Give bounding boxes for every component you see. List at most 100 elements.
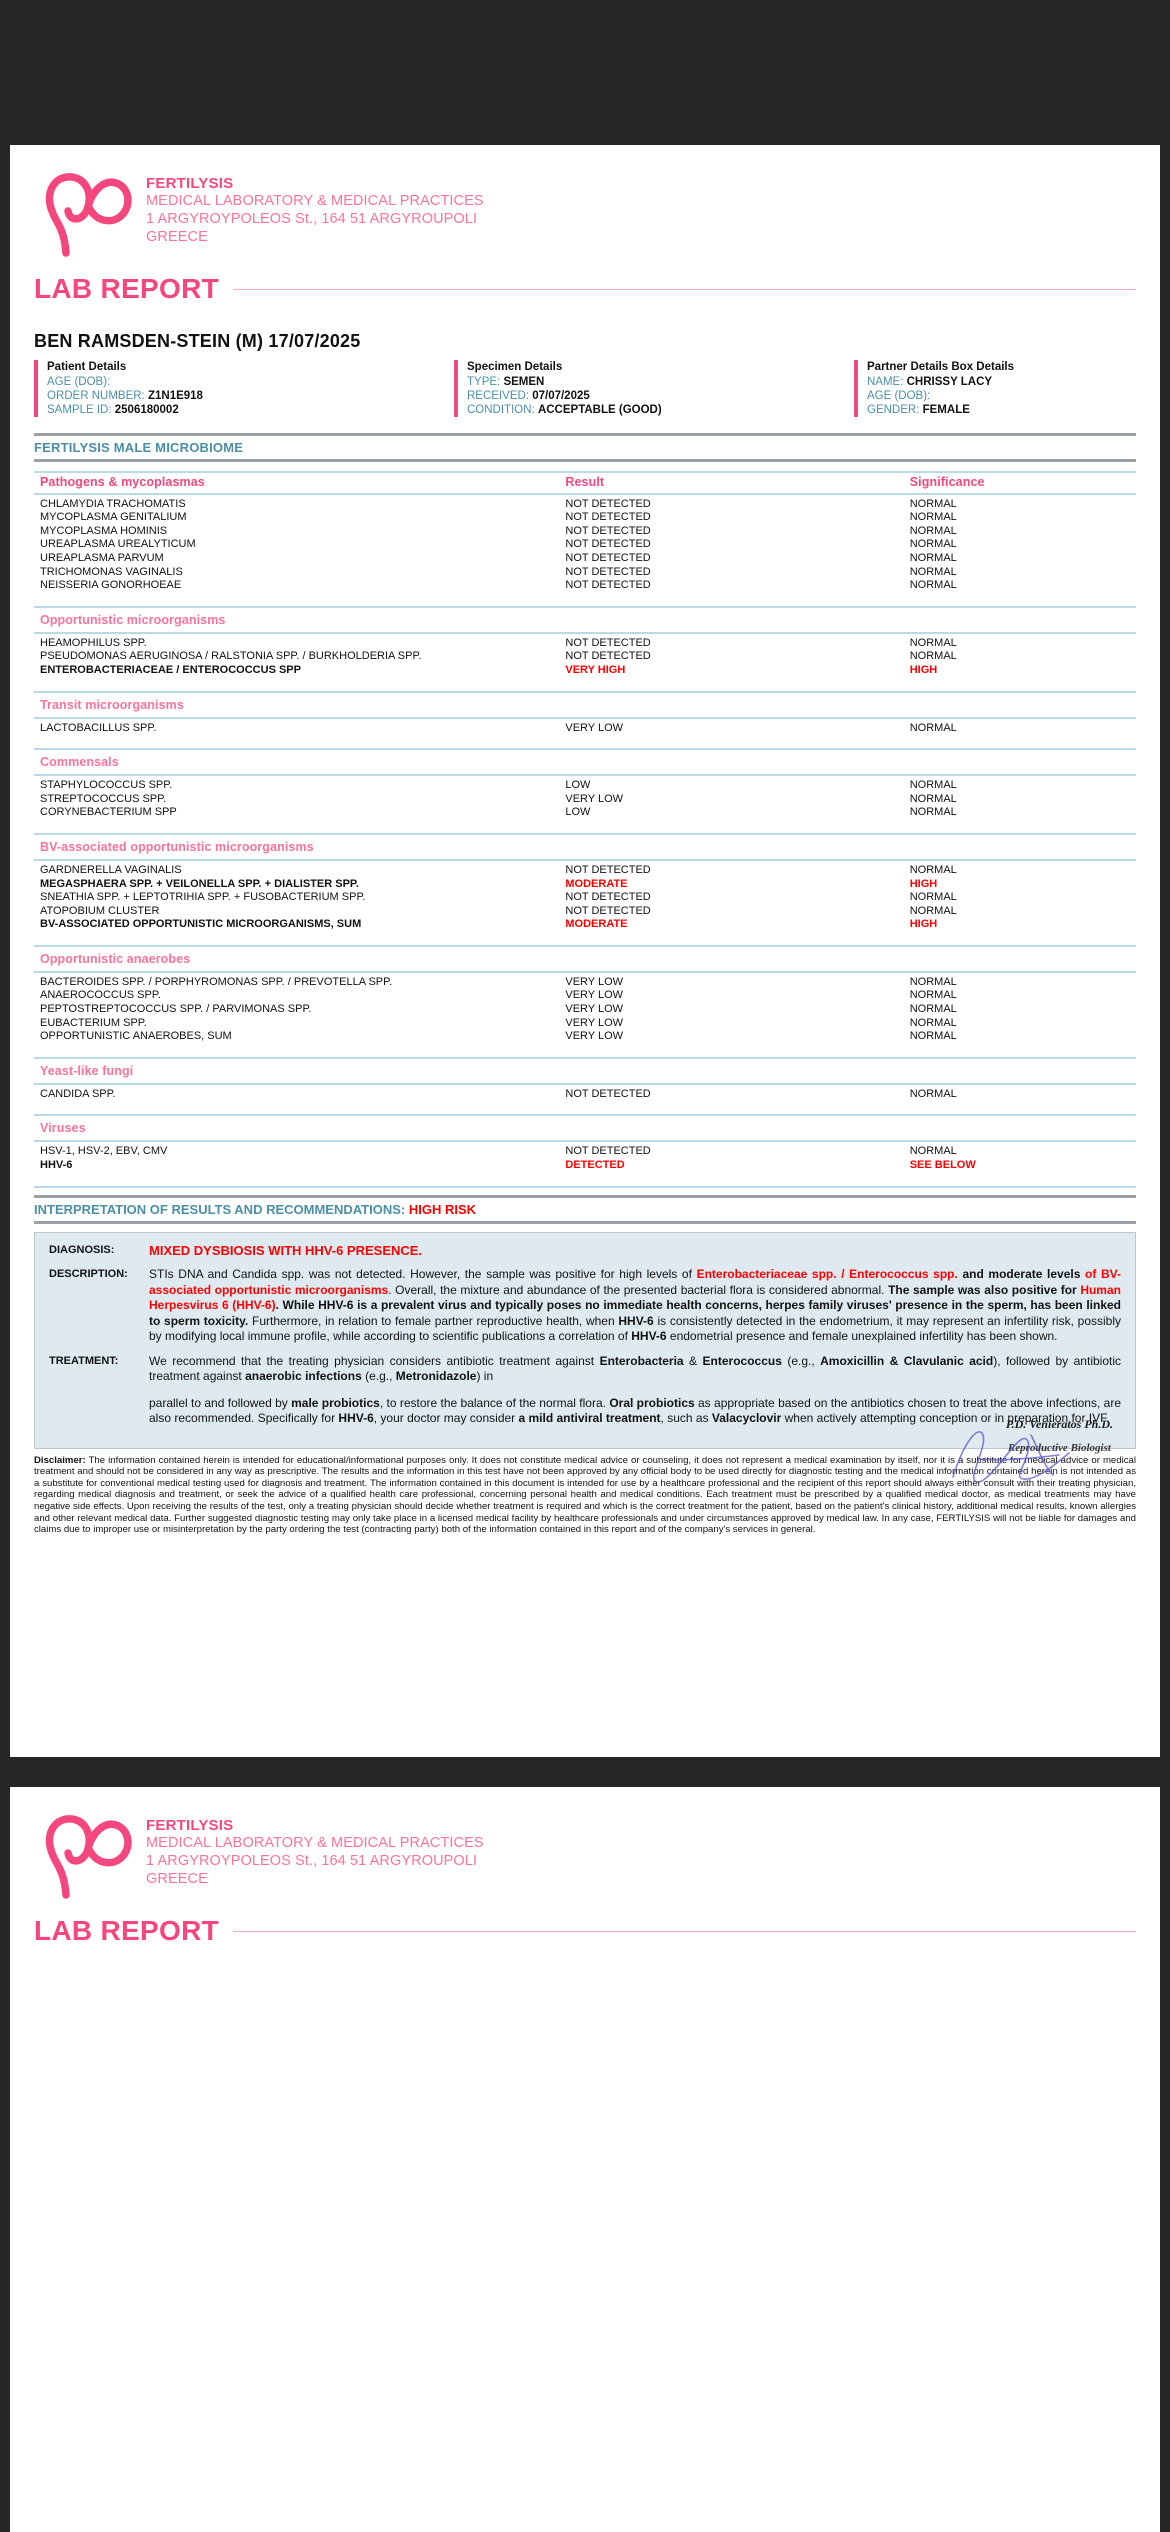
text-fragment: Enterococcus — [702, 1353, 782, 1368]
table-row: UREAPLASMA PARVUM NOT DETECTED NORMAL — [34, 552, 1136, 566]
table-rule — [34, 1140, 1136, 1143]
table-row: CHLAMYDIA TRACHOMATIS NOT DETECTED NORMAL — [34, 498, 1136, 512]
signature-role: Reproductive Biologist — [1007, 1441, 1111, 1454]
table-row: HEAMOPHILUS SPP. NOT DETECTED NORMAL — [34, 637, 1136, 651]
report-header-page2: FERTILYSIS MEDICAL LABORATORY & MEDICAL … — [10, 1787, 1160, 1903]
cell-result: NOT DETECTED — [565, 579, 651, 592]
interpretation-bar: INTERPRETATION OF RESULTS AND RECOMMENDA… — [34, 1194, 1136, 1224]
cell-significance: NORMAL — [909, 511, 957, 524]
partner-gender-label: GENDER: — [867, 404, 920, 416]
text-fragment: anaerobic infections — [245, 1369, 362, 1384]
cell-significance: NORMAL — [909, 891, 957, 904]
text-fragment: . Overall, the mixture and abundance of … — [388, 1282, 889, 1297]
table-rule — [34, 1114, 1136, 1117]
specimen-condition-value: ACCEPTABLE (GOOD) — [537, 404, 662, 416]
disclaimer-text: Disclaimer: The information contained he… — [34, 1455, 1136, 1536]
table-row: ANAEROCOCCUS SPP. VERY LOW NORMAL — [34, 989, 1136, 1003]
table-row: OPPORTUNISTIC ANAEROBES, SUM VERY LOW NORM… — [34, 1030, 1136, 1044]
cell-organism: MYCOPLASMA GENITALIUM — [40, 511, 187, 524]
table-row: TRICHOMONAS VAGINALIS NOT DETECTED NORMAL — [34, 566, 1136, 580]
table-row: HHV-6 DETECTED SEE BELOW — [34, 1159, 1136, 1173]
cell-result: NOT DETECTED — [565, 904, 651, 917]
treatment-text: We recommend that the treating physician… — [149, 1354, 1121, 1427]
signature-name: P.D. Venieratos Ph.D. — [1005, 1416, 1113, 1431]
table-row: UREAPLASMA UREALYTICUM NOT DETECTED NORMAL — [34, 538, 1136, 552]
cell-result: VERY LOW — [565, 1016, 624, 1029]
cell-organism: ENTEROBACTERIACEAE / ENTEROCOCCUS SPP — [40, 663, 301, 676]
brand-block-page2: FERTILYSIS MEDICAL LABORATORY & MEDICAL … — [146, 1807, 484, 1888]
patient-name-heading: BEN RAMSDEN-STEIN (M) 17/07/2025 — [34, 331, 361, 351]
col-header-result: Result — [565, 475, 605, 489]
cell-organism: STREPTOCOCCUS SPP. — [40, 792, 167, 805]
cell-significance: NORMAL — [909, 538, 957, 551]
table-group-title: Commensals — [40, 755, 119, 770]
cell-significance: NORMAL — [909, 650, 957, 663]
section-rule-bottom — [34, 459, 1136, 462]
table-row: SNEATHIA SPP. + LEPTOTRIHIA SPP. + FUSOB… — [34, 891, 1136, 905]
text-fragment: male probiotics — [291, 1395, 380, 1410]
cell-result: NOT DETECTED — [565, 497, 651, 510]
patient-order-label: ORDER NUMBER: — [47, 390, 145, 402]
specimen-condition-line: CONDITION: ACCEPTABLE (GOOD) — [467, 403, 854, 417]
diagnosis-text: MIXED DYSBIOSIS WITH HHV-6 PRESENCE. — [149, 1242, 423, 1258]
cell-organism: UREAPLASMA UREALYTICUM — [40, 538, 196, 551]
cell-significance: HIGH — [909, 877, 938, 890]
table-rule — [34, 631, 1136, 634]
patient-details-box: Patient Details AGE (DOB): ORDER NUMBER:… — [34, 360, 454, 417]
text-fragment: Human Herpesvirus 6 (HHV-6) — [149, 1282, 1121, 1313]
treatment-paragraph-2: parallel to and followed by male probiot… — [149, 1396, 1121, 1427]
table-group-rows: GARDNERELLA VAGINALIS NOT DETECTED NORMAL M… — [34, 861, 1136, 936]
cell-significance: NORMAL — [909, 524, 957, 537]
cell-organism: GARDNERELLA VAGINALIS — [40, 863, 182, 876]
text-fragment: ), followed by antibiotic treatment agai… — [149, 1353, 1121, 1384]
specimen-details-box: Specimen Details TYPE: SEMEN RECEIVED: 0… — [454, 360, 854, 417]
cell-significance: NORMAL — [909, 1016, 957, 1029]
lab-report-title: LAB REPORT — [34, 273, 219, 304]
cell-significance: NORMAL — [909, 806, 957, 819]
text-fragment: ) in — [476, 1369, 494, 1384]
title-divider — [233, 1930, 1136, 1932]
table-group-rows: LACTOBACILLUS SPP. VERY LOW NORMAL — [34, 719, 1136, 740]
cell-result: VERY LOW — [565, 1030, 624, 1043]
specimen-details-title: Specimen Details — [467, 361, 563, 373]
fertilysis-logo-icon — [45, 1815, 132, 1899]
cell-significance: HIGH — [909, 918, 938, 931]
cell-result: DETECTED — [565, 1159, 625, 1172]
table-group-title: Viruses — [40, 1121, 86, 1136]
cell-result: NOT DETECTED — [565, 1087, 651, 1100]
partner-age-line: AGE (DOB): — [867, 389, 1134, 403]
lab-report-title-row-page2: LAB REPORT — [10, 1903, 1160, 1947]
cell-significance: NORMAL — [909, 497, 957, 510]
text-fragment: is consistently detected in the endometr… — [149, 1313, 1122, 1344]
text-fragment: , to restore the balance of the normal f… — [379, 1395, 610, 1410]
table-rule — [34, 858, 1136, 861]
partner-age-label: AGE (DOB): — [867, 390, 931, 402]
table-row: MEGASPHAERA SPP. + VEILONELLA SPP. + DIA… — [34, 878, 1136, 892]
brand-block: FERTILYSIS MEDICAL LABORATORY & MEDICAL … — [146, 165, 484, 246]
interpretation-panel: DIAGNOSIS: MIXED DYSBIOSIS WITH HHV-6 PR… — [34, 1231, 1136, 1483]
cell-result: NOT DETECTED — [565, 636, 651, 649]
table-rule — [34, 944, 1136, 947]
table-rule — [34, 605, 1136, 608]
report-page-1: FERTILYSIS MEDICAL LABORATORY & MEDICAL … — [10, 145, 1160, 1757]
brand-name: FERTILYSIS — [146, 1817, 234, 1834]
disclaimer-label: Disclaimer: — [34, 1454, 86, 1466]
patient-details-title: Patient Details — [47, 361, 127, 373]
cell-organism: NEISSERIA GONORHOEAE — [40, 579, 182, 592]
cell-result: NOT DETECTED — [565, 524, 651, 537]
report-header: FERTILYSIS MEDICAL LABORATORY & MEDICAL … — [10, 145, 1160, 261]
brand-line-3: GREECE — [146, 1871, 208, 1887]
text-fragment: (e.g., — [361, 1369, 396, 1384]
table-row: MYCOPLASMA GENITALIUM NOT DETECTED NORMAL — [34, 511, 1136, 525]
treatment-row: TREATMENT: We recommend that the treatin… — [49, 1354, 1121, 1427]
microbiome-panel-title: FERTILYSIS MALE MICROBIOME — [34, 440, 244, 455]
patient-sample-value: 2506180002 — [114, 404, 179, 416]
table-group-title: Opportunistic microorganisms — [40, 612, 226, 627]
brand-line-1: MEDICAL LABORATORY & MEDICAL PRACTICES — [146, 1835, 484, 1851]
table-row: PEPTOSTREPTOCOCCUS SPP. / PARVIMONAS SPP… — [34, 1003, 1136, 1017]
cell-result: VERY LOW — [565, 975, 624, 988]
partner-gender-value: FEMALE — [922, 404, 970, 416]
cell-result: NOT DETECTED — [565, 650, 651, 663]
diagnosis-label: DIAGNOSIS: — [49, 1243, 115, 1256]
